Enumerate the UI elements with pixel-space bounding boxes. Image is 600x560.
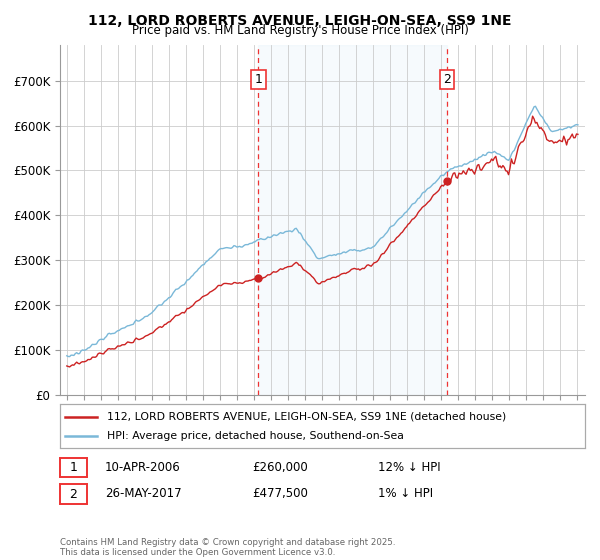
- Text: 112, LORD ROBERTS AVENUE, LEIGH-ON-SEA, SS9 1NE (detached house): 112, LORD ROBERTS AVENUE, LEIGH-ON-SEA, …: [107, 412, 506, 422]
- Text: 1% ↓ HPI: 1% ↓ HPI: [378, 487, 433, 501]
- Bar: [259, 45, 448, 395]
- Text: 1: 1: [254, 73, 262, 86]
- Text: 1: 1: [70, 461, 77, 474]
- Text: £260,000: £260,000: [252, 460, 308, 474]
- Text: Contains HM Land Registry data © Crown copyright and database right 2025.
This d: Contains HM Land Registry data © Crown c…: [60, 538, 395, 557]
- Text: 26-MAY-2017: 26-MAY-2017: [105, 487, 182, 501]
- Text: HPI: Average price, detached house, Southend-on-Sea: HPI: Average price, detached house, Sout…: [107, 431, 404, 441]
- Text: 10-APR-2006: 10-APR-2006: [105, 460, 181, 474]
- Text: £477,500: £477,500: [252, 487, 308, 501]
- Text: 2: 2: [443, 73, 451, 86]
- Text: 2: 2: [70, 488, 77, 501]
- Text: 12% ↓ HPI: 12% ↓ HPI: [378, 460, 440, 474]
- Text: 112, LORD ROBERTS AVENUE, LEIGH-ON-SEA, SS9 1NE: 112, LORD ROBERTS AVENUE, LEIGH-ON-SEA, …: [88, 14, 512, 28]
- Text: Price paid vs. HM Land Registry's House Price Index (HPI): Price paid vs. HM Land Registry's House …: [131, 24, 469, 36]
